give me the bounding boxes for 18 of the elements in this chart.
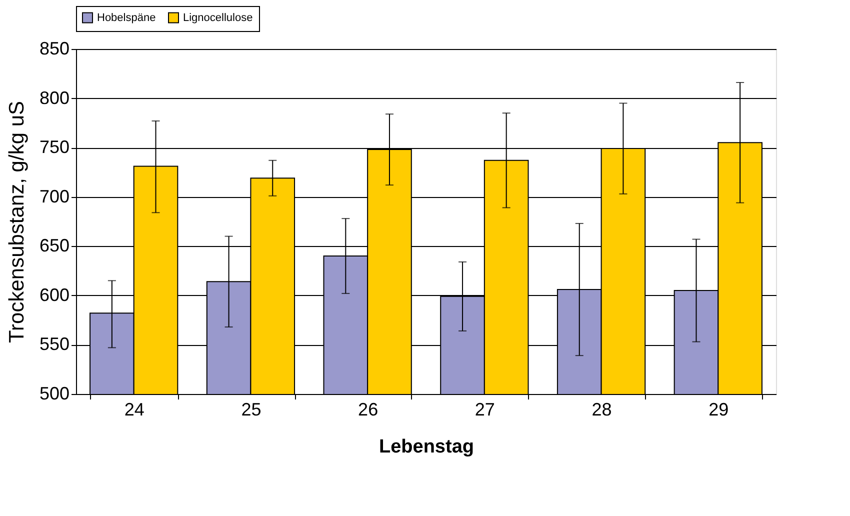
legend-label: Lignocellulose [183, 12, 253, 24]
legend-label: Hobelspäne [97, 12, 156, 24]
x-tick-label: 29 [708, 400, 729, 420]
y-tick-label: 650 [39, 236, 70, 256]
x-tick-label: 24 [124, 400, 144, 420]
x-axis-title: Lebenstag [378, 436, 474, 458]
x-tick-label: 28 [592, 400, 612, 420]
y-tick-label: 700 [39, 186, 70, 206]
y-tick-label: 550 [39, 334, 70, 354]
y-tick-label: 750 [39, 137, 70, 158]
y-axis-title: Trockensubstanz, g/kg uS [5, 100, 28, 344]
x-tick-label: 25 [241, 400, 262, 420]
y-tick-label: 800 [39, 88, 70, 108]
y-tick-label: 600 [39, 284, 70, 305]
y-tick-label: 850 [39, 38, 70, 58]
x-tick-label: 26 [358, 400, 378, 420]
y-tick-label: 500 [39, 384, 70, 404]
x-tick-label: 27 [474, 400, 495, 420]
